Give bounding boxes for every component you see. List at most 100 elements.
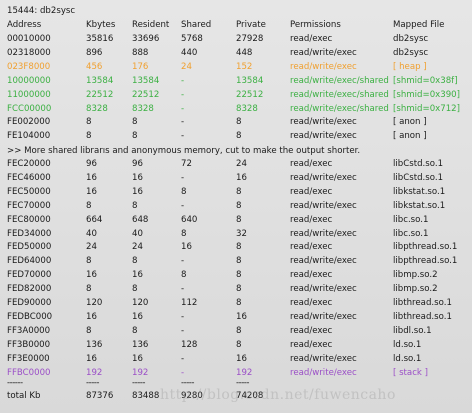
cell-resident: 40 (132, 228, 143, 239)
cell-permissions: read/write/exec (290, 256, 357, 267)
table-row: FEC80000 664 648 640 8 read/exec libc.so.1 (0, 215, 472, 226)
cell-resident: 16 (132, 270, 143, 281)
cell-permissions: read/write/exec/shared (290, 75, 389, 86)
cell-shared: - (181, 117, 185, 128)
cell-private: 24 (236, 159, 247, 169)
cell-permissions: read/exec (290, 242, 333, 253)
cell-resident: 8328 (132, 103, 154, 114)
cell-shared: - (181, 353, 185, 364)
cell-shared: 5768 (181, 34, 203, 44)
cell-private: 8 (236, 186, 242, 197)
cell-shared: 72 (181, 159, 192, 169)
cell-private: 8 (236, 256, 242, 267)
total-kbytes: 87376 (86, 391, 114, 401)
header-permissions: Permissions (290, 20, 341, 30)
cell-kbytes: 136 (86, 339, 103, 350)
cell-address: FEC80000 (7, 214, 51, 225)
cell-shared: - (181, 256, 185, 267)
cell-address: FF3B0000 (7, 339, 51, 350)
cell-address: FE104000 (7, 131, 51, 142)
table-row: FF3B0000 136 136 128 8 read/exec ld.so.1 (0, 340, 472, 351)
cell-kbytes: 8 (86, 131, 92, 142)
separator-row: ------ ----- ----- ----- ----- (0, 378, 472, 389)
cell-address: FED70000 (7, 270, 52, 281)
total-resident: 83488 (132, 391, 160, 401)
table-row: 11000000 22512 22512 - 22512 read/write/exec/… (0, 90, 472, 101)
cell-resident: 96 (132, 159, 143, 169)
table-row: FEC50000 16 16 8 8 read/exec libkstat.so.1 (0, 187, 472, 198)
cell-kbytes: 16 (86, 172, 97, 183)
watermark-text: http://blog.csdn.net/fuwencaho (160, 387, 396, 403)
cell-address: FED90000 (7, 298, 52, 308)
cell-shared: 640 (181, 214, 198, 225)
cell-resident: 16 (132, 172, 143, 183)
cell-shared: - (181, 367, 185, 378)
cell-address: FED82000 (7, 284, 52, 295)
cell-private: 8 (236, 117, 242, 128)
cell-resident: 16 (132, 186, 143, 197)
cell-mapped-file: [ anon ] (393, 131, 427, 142)
table-row: FEC20000 96 96 72 24 read/exec libCstd.so.1 (0, 159, 472, 170)
cell-private: 8 (236, 325, 242, 336)
cell-resident: 16 (132, 311, 143, 322)
cell-resident: 22512 (132, 89, 160, 100)
table-row: FED50000 24 24 16 8 read/exec libpthread.so.1 (0, 242, 472, 253)
cell-kbytes: 16 (86, 311, 97, 322)
cell-kbytes: 8 (86, 117, 92, 128)
table-row: FED90000 120 120 112 8 read/exec libthread.so.… (0, 298, 472, 309)
cell-private: 192 (236, 367, 253, 378)
cell-kbytes: 22512 (86, 89, 114, 100)
table-row: 023F8000 456 176 24 152 read/write/exec [ heap… (0, 62, 472, 73)
cell-address: 10000000 (7, 75, 51, 86)
cell-permissions: read/write/exec (290, 367, 357, 378)
cell-address: FED50000 (7, 242, 52, 253)
cell-mapped-file: libkstat.so.1 (393, 186, 446, 197)
cell-mapped-file: db2sysc (393, 47, 429, 58)
cell-kbytes: 192 (86, 367, 103, 378)
cell-private: 8 (236, 200, 242, 211)
cell-permissions: read/write/exec (290, 131, 357, 142)
column-header-row: Address Kbytes Resident Shared Private P… (0, 20, 472, 31)
cell-mapped-file: [shmid=0x712] (393, 103, 461, 114)
cell-private: 8 (236, 339, 242, 350)
cell-address: FE002000 (7, 117, 51, 128)
separator-shared: ----- (181, 378, 195, 388)
cell-permissions: read/exec (290, 159, 333, 169)
truncation-note: >> More shared librarıs and anonymous me… (7, 146, 361, 156)
cell-permissions: read/exec (290, 270, 333, 281)
cell-permissions: read/write/exec (290, 61, 357, 72)
cell-kbytes: 16 (86, 353, 97, 364)
cell-private: 8 (236, 242, 242, 253)
header-kbytes: Kbytes (86, 20, 116, 30)
cell-mapped-file: [ heap ] (393, 61, 427, 72)
header-resident: Resident (132, 20, 170, 30)
cell-address: FEC70000 (7, 200, 51, 211)
table-row: FF3E0000 16 16 - 16 read/write/exec ld.so.1 (0, 354, 472, 365)
cell-private: 8 (236, 131, 242, 142)
cell-resident: 16 (132, 353, 143, 364)
cell-private: 448 (236, 47, 253, 58)
cell-permissions: read/write/exec (290, 172, 357, 183)
cell-kbytes: 40 (86, 228, 97, 239)
table-row: FE104000 8 8 - 8 read/write/exec [ anon ] (0, 131, 472, 142)
cell-permissions: read/write/exec (290, 311, 357, 322)
cell-private: 8 (236, 298, 242, 308)
cell-address: FF3A0000 (7, 325, 51, 336)
cell-shared: - (181, 131, 185, 142)
cell-shared: - (181, 103, 185, 114)
cell-shared: 128 (181, 339, 198, 350)
cell-mapped-file: db2sysc (393, 34, 429, 44)
cell-shared: - (181, 325, 185, 336)
table-row: 00010000 35816 33696 5768 27928 read/exec db2s… (0, 34, 472, 45)
cell-private: 8328 (236, 103, 258, 114)
cell-kbytes: 16 (86, 186, 97, 197)
cell-resident: 8 (132, 131, 138, 142)
table-row: FED64000 8 8 - 8 read/write/exec libpthread.so… (0, 256, 472, 267)
cell-mapped-file: libkstat.so.1 (393, 200, 446, 211)
cell-permissions: read/write/exec (290, 200, 357, 211)
total-private: 74208 (236, 391, 264, 401)
cell-address: 02318000 (7, 47, 51, 58)
cell-shared: 8 (181, 186, 187, 197)
cell-private: 22512 (236, 89, 264, 100)
cell-mapped-file: libthread.so.1 (393, 298, 452, 308)
